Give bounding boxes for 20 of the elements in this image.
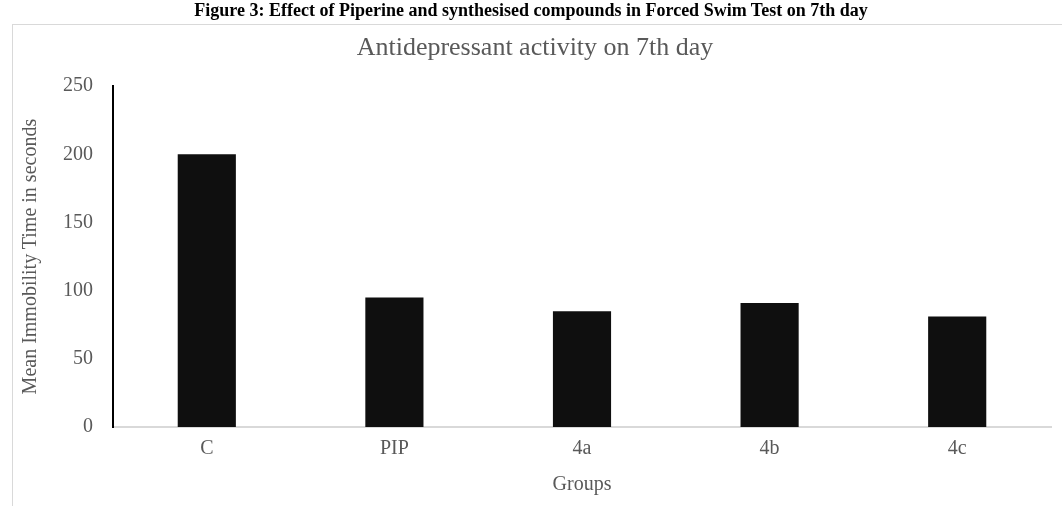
bar	[177, 154, 236, 427]
x-tick-label: C	[200, 436, 214, 459]
x-tick-label: 4a	[572, 436, 592, 459]
y-tick-label: 100	[63, 277, 93, 300]
y-tick-label: 250	[63, 73, 93, 96]
chart-title: Antidepressant activity on 7th day	[356, 32, 714, 62]
y-tick-label: 50	[73, 346, 93, 369]
bar	[552, 311, 612, 427]
caption: Figure 3: Effect of Piperine and synthesised compounds in Forced Swim Test on 7th day	[193, 0, 869, 21]
bar	[365, 297, 424, 427]
x-axis-title: Groups	[552, 472, 612, 496]
y-axis-title: Mean Immobility Time in seconds	[18, 118, 42, 395]
x-tick-label: PIP	[379, 436, 409, 459]
y-tick-label: 0	[83, 414, 93, 437]
bar	[740, 302, 799, 427]
bar	[928, 316, 987, 427]
x-tick-label: 4c	[947, 436, 967, 459]
y-tick-label: 200	[63, 141, 93, 164]
y-tick-label: 150	[63, 209, 93, 232]
x-tick-label: 4b	[759, 436, 780, 459]
